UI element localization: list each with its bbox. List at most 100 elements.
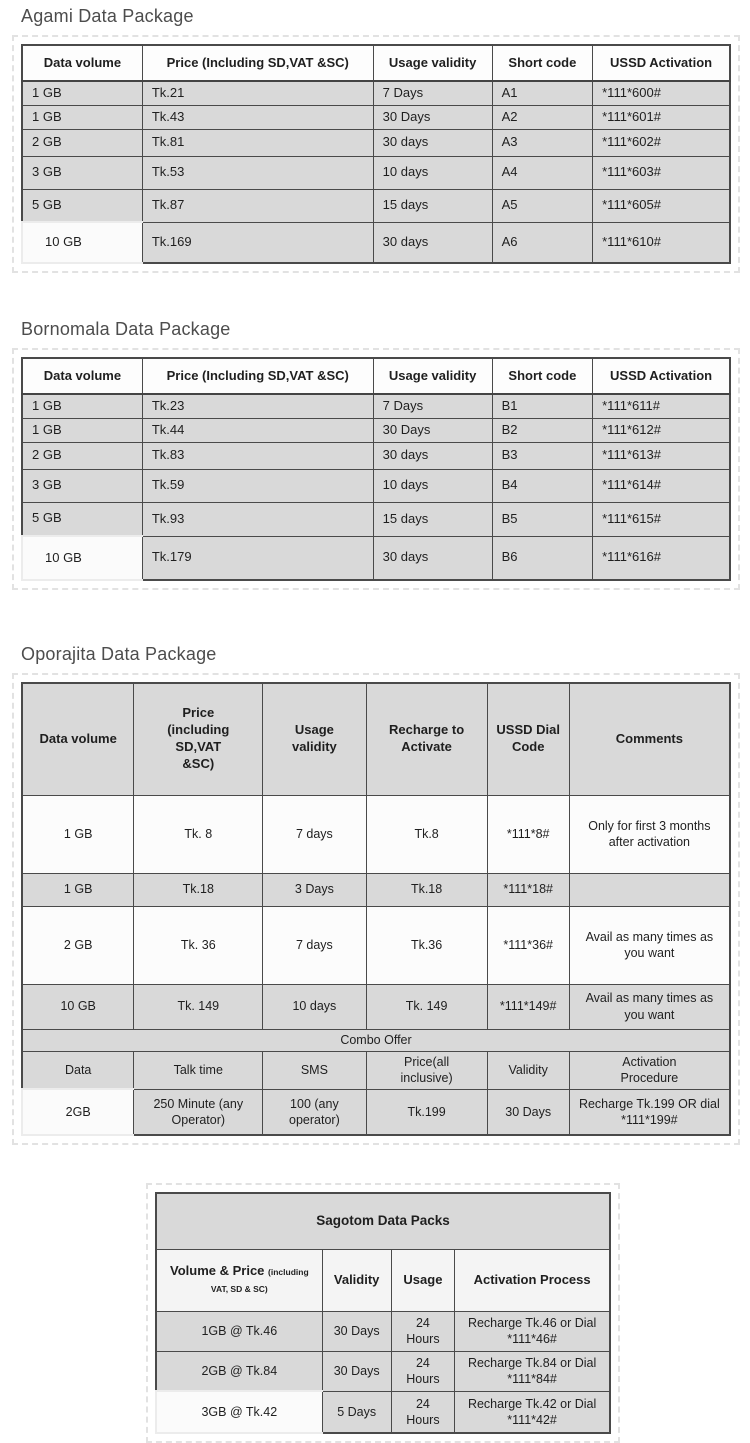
- header-text: Price (Including SD,VAT &SC): [166, 367, 349, 383]
- header-text: Short code: [508, 367, 577, 383]
- table-cell: *111*603#: [592, 155, 731, 190]
- table-cell: 5 GB: [21, 188, 143, 223]
- table-row: 2 GB Tk. 36 7 days Tk.36 *111*36# Avail as ma…: [21, 905, 731, 985]
- table-cell: 30 Days: [486, 1088, 570, 1136]
- table-cell: Tk. 8: [133, 794, 264, 874]
- combo-header-row: Data Talk time SMS Price(all inclusive) Vali…: [21, 1050, 731, 1090]
- table-cell: Tk.44: [141, 417, 374, 443]
- table-cell: 3 GB: [21, 468, 143, 503]
- column-header: Data volume: [21, 682, 135, 796]
- header-text: Data volume: [43, 367, 122, 383]
- agami-table-frame: Data volume Price (Including SD,VAT &SC) U…: [12, 35, 740, 273]
- table-cell: 30 Days: [321, 1310, 392, 1352]
- table-cell: 2 GB: [21, 905, 135, 985]
- column-header: USSD Activation: [592, 44, 731, 82]
- agami-data-table: Data volume Price (Including SD,VAT &SC) U…: [20, 44, 731, 264]
- table-cell: *111*600#: [592, 80, 731, 106]
- table-row: 10 GB Tk. 149 10 days Tk. 149 *111*149# Avail…: [21, 983, 731, 1030]
- combo-column-header: Talk time: [133, 1050, 264, 1090]
- header-text: Data volume: [39, 730, 117, 746]
- table-row: 3 GB Tk.53 10 days A4 *111*603#: [21, 155, 731, 190]
- table-cell: B1: [491, 393, 594, 419]
- header-text: Validity: [333, 1271, 380, 1287]
- table-cell: A1: [491, 80, 594, 106]
- table-cell: 30 days: [372, 441, 493, 470]
- table-cell: Tk.87: [141, 188, 374, 223]
- column-header: Short code: [491, 357, 594, 395]
- table-row: 1 GB Tk.43 30 Days A2 *111*601#: [21, 104, 731, 130]
- column-header: USSD Dial Code: [486, 682, 570, 796]
- table-cell: 1 GB: [21, 393, 143, 419]
- table-cell: 15 days: [372, 501, 493, 537]
- table-row: 5 GB Tk.87 15 days A5 *111*605#: [21, 188, 731, 223]
- table-cell: 1GB @ Tk.46: [155, 1310, 323, 1352]
- table-cell: Recharge Tk.199 OR dial *111*199#: [568, 1088, 731, 1136]
- table-cell: B2: [491, 417, 594, 443]
- table-row: 1 GB Tk.23 7 Days B1 *111*611#: [21, 393, 731, 419]
- bornomala-section: Bornomala Data Package Data volume Price …: [0, 319, 750, 590]
- table-cell: Only for first 3 months after activation: [568, 794, 731, 874]
- table-cell: 3GB @ Tk.42: [154, 1390, 323, 1434]
- agami-section: Agami Data Package Data volume Price (Inc…: [0, 6, 750, 273]
- table-cell: A4: [491, 155, 594, 190]
- table-cell: Tk.43: [141, 104, 374, 130]
- sagotom-data-table: Sagotom Data Packs Volume & Price (includ…: [154, 1192, 611, 1434]
- header-text: USSD Activation: [610, 54, 713, 70]
- column-header: Activation Process: [454, 1248, 611, 1312]
- table-cell: 7 days: [262, 905, 367, 985]
- table-cell: Tk.8: [365, 794, 488, 874]
- oporajita-table-frame: Data volume Price (including SD,VAT &SC) U…: [12, 673, 740, 1145]
- column-header: Price (Including SD,VAT &SC): [141, 44, 374, 82]
- header-text: Usage: [403, 1271, 443, 1287]
- table-cell: *111*601#: [592, 104, 731, 130]
- table-cell: Tk. 36: [133, 905, 264, 985]
- table-cell: *111*613#: [592, 441, 731, 470]
- table-row: 2 GB Tk.83 30 days B3 *111*613#: [21, 441, 731, 470]
- table-cell: 250 Minute (any Operator): [133, 1088, 264, 1136]
- combo-column-header: Price(all inclusive): [365, 1050, 488, 1090]
- table-cell: 1 GB: [21, 104, 143, 130]
- table-cell: Tk. 149: [133, 983, 264, 1030]
- table-cell: 1 GB: [21, 872, 135, 907]
- table-cell: 2 GB: [21, 441, 143, 470]
- table-cell: 30 days: [372, 535, 493, 581]
- table-cell: Recharge Tk.84 or Dial *111*84#: [454, 1350, 611, 1392]
- table-cell: B3: [491, 441, 594, 470]
- table-title-cell: Sagotom Data Packs: [155, 1192, 611, 1250]
- table-cell: 30 Days: [372, 417, 493, 443]
- column-header: USSD Activation: [592, 357, 731, 395]
- table-cell: 10 GB: [20, 221, 143, 264]
- table-cell: Tk.93: [141, 501, 374, 537]
- header-row: Data volume Price (including SD,VAT &SC) U…: [21, 682, 731, 796]
- table-row: 1 GB Tk.21 7 Days A1 *111*600#: [21, 80, 731, 106]
- table-cell: Avail as many times as you want: [568, 983, 731, 1030]
- table-row: 1GB @ Tk.46 30 Days 24 Hours Recharge Tk.46…: [155, 1310, 611, 1352]
- table-cell: Tk.36: [365, 905, 488, 985]
- table-cell: 24 Hours: [390, 1310, 456, 1352]
- table-cell: *111*18#: [486, 872, 570, 907]
- table-cell: *111*36#: [486, 905, 570, 985]
- table-row: 2GB @ Tk.84 30 Days 24 Hours Recharge Tk.84…: [155, 1350, 611, 1392]
- table-cell: A3: [491, 128, 594, 157]
- header-text: Volume & Price: [170, 1263, 265, 1279]
- sagotom-section: Sagotom Data Packs Volume & Price (includ…: [0, 1183, 750, 1443]
- table-cell: Tk.18: [133, 872, 264, 907]
- header-text: Activation Process: [473, 1271, 591, 1287]
- table-cell: 10 days: [262, 983, 367, 1030]
- table-cell: 24 Hours: [390, 1390, 456, 1434]
- table-cell: Tk.83: [141, 441, 374, 470]
- column-header: Usage validity: [372, 357, 493, 395]
- header-text: Talk time: [173, 1062, 223, 1077]
- column-header: Comments: [568, 682, 731, 796]
- table-cell: *111*614#: [592, 468, 731, 503]
- table-cell: A5: [491, 188, 594, 223]
- table-cell: *111*602#: [592, 128, 731, 157]
- column-header: Short code: [491, 44, 594, 82]
- table-cell: Tk.18: [365, 872, 488, 907]
- column-header: Usage: [390, 1248, 456, 1312]
- column-header: Data volume: [21, 357, 143, 395]
- combo-offer-title: Combo Offer: [21, 1028, 731, 1052]
- table-cell: 30 Days: [321, 1350, 392, 1392]
- table-cell: [568, 872, 731, 907]
- table-cell: 7 Days: [372, 393, 493, 419]
